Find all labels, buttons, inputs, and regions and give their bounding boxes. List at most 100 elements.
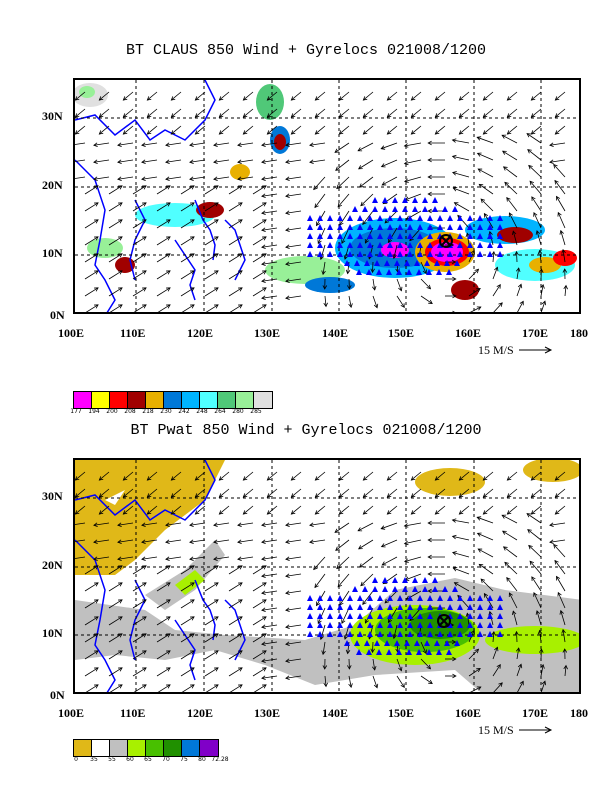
wind-vector-head [535, 230, 541, 235]
gyre-triangle [427, 233, 433, 239]
gyre-triangle [477, 595, 483, 601]
wind-vector-head [310, 693, 314, 694]
top-xlabel-100e: 100E [58, 326, 85, 340]
wind-vector [261, 573, 278, 577]
wind-vector [536, 610, 542, 626]
wind-vector [261, 159, 278, 163]
wind-vector-head [214, 684, 219, 689]
wind-vector [313, 176, 326, 190]
gyre-triangle [434, 640, 440, 646]
wind-vector-head [190, 236, 195, 241]
wind-vector [341, 227, 350, 244]
gyre-triangle [307, 233, 313, 239]
gyre-triangle [317, 595, 323, 601]
wind-vector [285, 522, 302, 526]
wind-vector-head [262, 287, 267, 292]
wind-vector [141, 142, 158, 146]
gyre-triangle [414, 260, 420, 266]
wind-vector-head [117, 522, 122, 528]
wind-vector-head [142, 287, 147, 292]
wind-vector-head [427, 140, 432, 146]
wind-vector [540, 664, 544, 677]
gyre-triangle [487, 595, 493, 601]
gyre-triangle [407, 613, 413, 619]
gyre-triangle [307, 595, 313, 601]
wind-vector-head [530, 130, 536, 135]
gyre-triangle [477, 233, 483, 239]
wind-vector-head [553, 543, 558, 549]
gyre-triangle [347, 224, 353, 230]
wind-vector-head [386, 96, 392, 101]
wind-vector-head [502, 150, 507, 155]
gyre-triangle [367, 631, 373, 637]
wind-vector-head [451, 518, 457, 523]
wind-vector [453, 187, 470, 195]
wind-vector-head [482, 493, 488, 498]
wind-vector-head [380, 543, 386, 548]
wind-vector-head [314, 203, 319, 209]
wind-vector [405, 193, 422, 201]
wind-vector [555, 91, 566, 101]
wind-vector [132, 219, 147, 229]
gyre-triangle [357, 242, 363, 248]
gyre-triangle [457, 595, 463, 601]
wind-vector [339, 125, 350, 135]
wind-vector [267, 505, 278, 515]
wind-vector-head [357, 527, 363, 532]
gyre-triangle [374, 640, 380, 646]
wind-vector [531, 471, 542, 481]
gyre-triangle [392, 577, 398, 583]
wind-vector-head [285, 278, 290, 284]
top-legend-swatch [92, 392, 110, 408]
wind-vector-head [189, 539, 194, 545]
gyre-triangle [442, 586, 448, 592]
wind-vector-head [334, 528, 340, 533]
wind-vector [358, 159, 374, 170]
wind-vector-head [166, 287, 171, 292]
wind-vector-head [214, 616, 219, 621]
wind-vector [261, 193, 278, 197]
wind-vector-head [515, 647, 521, 652]
wind-vector-head [506, 493, 512, 498]
gyre-triangle [347, 242, 353, 248]
wind-vector-head [337, 202, 342, 208]
gyre-triangle [307, 613, 313, 619]
gyre-triangle [422, 577, 428, 583]
wind-vector-head [166, 599, 171, 604]
wind-vector-head [122, 510, 128, 515]
wind-vector-head [190, 633, 195, 638]
wind-vector [517, 301, 524, 312]
wind-vector [507, 125, 518, 135]
wind-vector [261, 641, 278, 645]
wind-vector-head [557, 211, 562, 217]
wind-vector-head [427, 588, 432, 594]
wind-vector [285, 573, 302, 577]
wind-vector-head [434, 493, 440, 498]
wind-vector [85, 304, 99, 312]
wind-vector-head [550, 693, 554, 694]
wind-vector [117, 556, 134, 560]
wind-vector [493, 302, 503, 312]
wind-vector [261, 142, 278, 146]
wind-vector-head [170, 113, 176, 118]
wind-vector [132, 599, 147, 609]
wind-vector-head [122, 130, 128, 135]
gyre-triangle [467, 604, 473, 610]
gyre-triangle [402, 577, 408, 583]
wind-vector [156, 565, 171, 575]
wind-vector [99, 488, 110, 498]
wind-vector [480, 198, 494, 212]
wind-vector [335, 159, 350, 171]
wind-vector-head [313, 565, 318, 571]
wind-vector [363, 488, 374, 498]
wind-vector-head [190, 202, 195, 207]
wind-vector-head [511, 610, 517, 616]
gyre-triangle [432, 206, 438, 212]
gyre-triangle [487, 251, 493, 257]
wind-vector [117, 539, 134, 543]
gyre-triangle [497, 224, 503, 230]
bottom-ylabel-0n: 0N [50, 688, 65, 702]
gyre-triangle [307, 251, 313, 257]
wind-vector [108, 185, 123, 195]
wind-vector [84, 236, 99, 246]
